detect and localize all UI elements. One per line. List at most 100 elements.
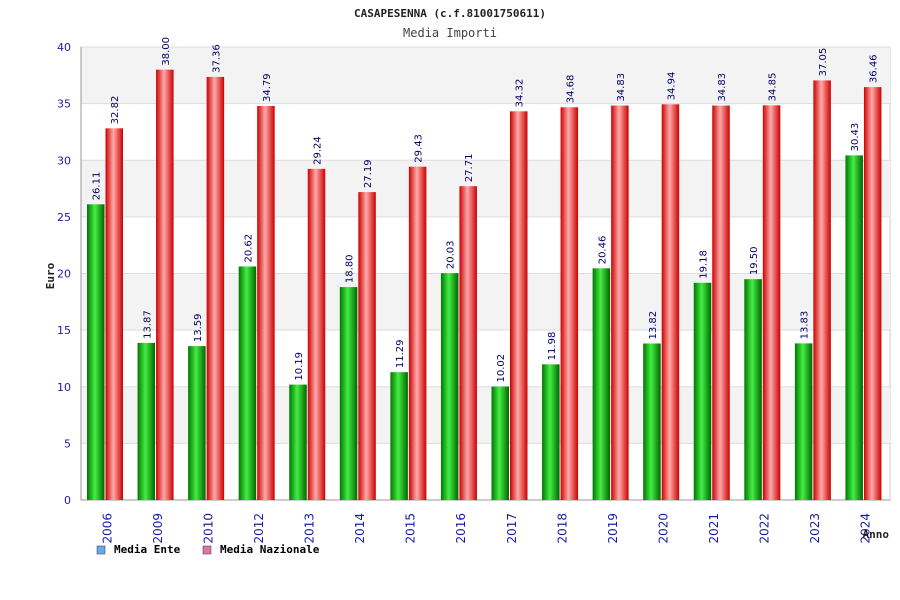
data-label-media-ente: 11.29 <box>395 340 406 369</box>
x-tick-label: 2014 <box>353 513 367 544</box>
bar-media-ente <box>188 346 206 500</box>
chart-title: CASAPESENNA (c.f.81001750611) <box>354 7 546 20</box>
x-tick-label: 2016 <box>454 513 468 544</box>
y-tick-label: 35 <box>57 98 71 111</box>
bar-media-nazionale <box>206 76 225 500</box>
y-axis: 0 5 10 15 20 25 30 35 40 <box>57 41 71 507</box>
bar-media-nazionale <box>358 192 376 501</box>
data-label-media-nazionale: 34.79 <box>262 73 273 102</box>
legend-swatch-ente <box>96 545 106 555</box>
data-label-media-nazionale: 29.24 <box>313 136 324 165</box>
data-label-media-ente: 18.80 <box>345 254 356 283</box>
x-tick-label: 2010 <box>201 513 215 544</box>
x-axis-label: Anno <box>863 528 890 541</box>
x-tick-label: 2020 <box>656 513 670 544</box>
x-tick-label: 2018 <box>555 513 569 544</box>
bar-media-ente <box>87 204 105 500</box>
chart-subtitle: Media Importi <box>403 26 497 40</box>
data-label-media-nazionale: 34.32 <box>515 79 526 108</box>
data-label-media-nazionale: 36.46 <box>869 54 880 83</box>
bar-media-ente <box>390 372 408 500</box>
y-tick-label: 10 <box>57 381 71 394</box>
data-labels-group: 26.11 32.82 13.87 38.00 13.59 37.36 20.62 34.79… <box>92 37 880 383</box>
data-label-media-nazionale: 29.43 <box>414 134 425 163</box>
bars-group <box>87 69 882 501</box>
bar-media-nazionale <box>510 111 528 501</box>
x-tick-label: 2022 <box>758 513 772 544</box>
y-axis-label: Euro <box>44 262 57 289</box>
y-tick-label: 30 <box>57 154 71 167</box>
legend-label-nazionale: Media Nazionale <box>220 543 320 556</box>
data-label-media-ente: 13.83 <box>800 311 811 340</box>
y-tick-label: 15 <box>57 324 71 337</box>
data-label-media-nazionale: 34.85 <box>768 73 779 102</box>
data-label-media-ente: 10.02 <box>496 354 507 383</box>
bar-media-nazionale <box>408 166 427 500</box>
data-label-media-ente: 19.18 <box>699 250 710 279</box>
legend: Media Ente Media Nazionale <box>96 543 320 556</box>
y-tick-label: 0 <box>64 494 71 507</box>
bar-media-nazionale <box>459 186 477 500</box>
x-tick-label: 2017 <box>505 513 519 544</box>
x-tick-label: 2006 <box>100 513 114 544</box>
data-label-media-nazionale: 34.83 <box>717 73 728 102</box>
bar-media-nazionale <box>712 105 730 501</box>
bar-media-ente <box>238 266 257 500</box>
data-label-media-ente: 13.87 <box>142 310 153 339</box>
bar-media-ente <box>491 386 509 500</box>
data-label-media-nazionale: 27.71 <box>464 154 475 183</box>
bar-media-ente <box>289 384 307 500</box>
y-tick-label: 25 <box>57 211 71 224</box>
bar-media-ente <box>542 364 560 500</box>
data-label-media-ente: 20.03 <box>446 241 457 270</box>
bar-media-ente <box>592 268 611 500</box>
bar-media-nazionale <box>307 168 326 500</box>
data-label-media-nazionale: 37.36 <box>211 44 222 73</box>
data-label-media-ente: 20.46 <box>597 236 608 265</box>
data-label-media-ente: 13.82 <box>648 311 659 340</box>
bar-media-ente <box>794 343 813 500</box>
bar-media-nazionale <box>813 80 831 500</box>
data-label-media-nazionale: 27.19 <box>363 159 374 188</box>
data-label-media-ente: 26.11 <box>92 172 103 201</box>
bar-media-ente <box>744 279 762 500</box>
data-label-media-nazionale: 32.82 <box>110 96 121 125</box>
bar-media-nazionale <box>156 69 174 501</box>
data-label-media-ente: 30.43 <box>850 123 861 152</box>
x-tick-label: 2019 <box>606 513 620 544</box>
legend-swatch-nazionale <box>202 545 212 555</box>
bar-media-nazionale <box>611 105 629 501</box>
y-tick-label: 5 <box>64 437 71 450</box>
bar-media-ente <box>693 282 712 500</box>
bar-media-nazionale <box>863 87 882 500</box>
x-tick-label: 2015 <box>404 513 418 544</box>
x-axis: 2006 2009 2010 2012 2013 2014 2015 2016 2017 2018… <box>100 513 872 544</box>
data-label-media-ente: 20.62 <box>243 234 254 263</box>
bar-media-ente <box>643 343 661 500</box>
data-label-media-nazionale: 34.94 <box>666 72 677 101</box>
x-tick-label: 2009 <box>151 513 165 544</box>
bar-media-ente <box>137 342 156 500</box>
bar-media-ente <box>440 273 459 500</box>
data-label-media-nazionale: 38.00 <box>161 37 172 66</box>
y-tick-label: 20 <box>57 268 71 281</box>
bar-media-nazionale <box>560 107 579 501</box>
data-label-media-nazionale: 34.68 <box>565 75 576 104</box>
data-label-media-ente: 19.50 <box>749 247 760 276</box>
bar-media-nazionale <box>257 106 275 501</box>
bar-media-nazionale <box>661 104 680 500</box>
bar-media-ente <box>339 287 358 500</box>
legend-label-ente: Media Ente <box>114 543 181 556</box>
x-tick-label: 2013 <box>303 513 317 544</box>
data-label-media-ente: 10.19 <box>294 352 305 381</box>
x-tick-label: 2012 <box>252 513 266 544</box>
bar-media-ente <box>845 155 863 500</box>
y-tick-label: 40 <box>57 41 71 54</box>
bar-media-nazionale <box>105 128 123 500</box>
data-label-media-ente: 13.59 <box>193 313 204 342</box>
data-label-media-ente: 11.98 <box>547 332 558 361</box>
data-label-media-nazionale: 37.05 <box>818 48 829 77</box>
bar-media-nazionale <box>762 105 781 500</box>
data-label-media-nazionale: 34.83 <box>616 73 627 102</box>
